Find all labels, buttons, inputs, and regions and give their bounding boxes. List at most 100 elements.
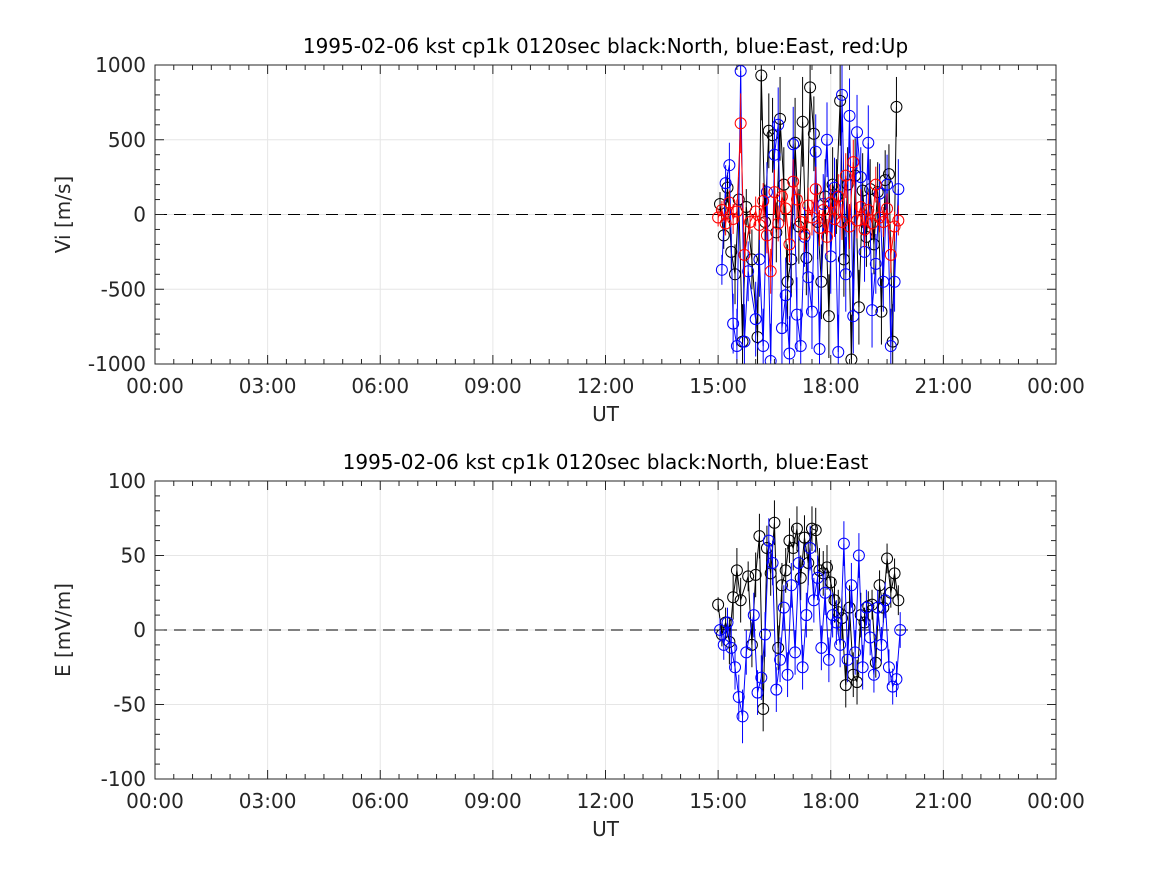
data-point: [809, 183, 822, 196]
data-point: [787, 138, 800, 151]
data-point: [715, 263, 728, 276]
data-point: [755, 69, 768, 82]
data-point: [869, 178, 882, 191]
data-point: [828, 594, 841, 607]
data-point: [727, 212, 740, 225]
data-point: [820, 230, 833, 243]
data-point: [790, 522, 803, 535]
data-point: [781, 668, 794, 681]
data-point: [881, 552, 894, 565]
data-point: [834, 94, 847, 107]
chart-title: 1995-02-06 kst cp1k 0120sec black:North,…: [303, 34, 908, 58]
data-point: [892, 214, 905, 227]
data-point: [770, 683, 783, 696]
data-point: [779, 202, 792, 215]
x-tick-label: 15:00: [689, 374, 747, 398]
x-tick-label: 12:00: [577, 789, 635, 813]
data-point: [813, 343, 826, 356]
data-point: [822, 310, 835, 323]
data-point: [796, 115, 809, 128]
data-point: [822, 653, 835, 666]
data-point: [719, 217, 732, 230]
x-tick-label: 21:00: [915, 374, 973, 398]
data-point: [757, 340, 770, 353]
data-point: [723, 159, 736, 172]
data-point: [888, 567, 901, 580]
data-point: [796, 661, 809, 674]
data-point: [751, 686, 764, 699]
chart-panel-2: 00:00 03:00 06:00 09:00 12:00 15:00 18:00 21:00…: [51, 450, 1085, 841]
data-point: [804, 542, 817, 555]
data-point: [828, 212, 841, 225]
data-point: [727, 591, 740, 604]
data-point: [830, 616, 843, 629]
data-point: [790, 308, 803, 321]
data-point: [714, 624, 727, 636]
chart-title: 1995-02-06 kst cp1k 0120sec black:North,…: [343, 450, 869, 474]
data-point: [856, 184, 869, 197]
data-point: [881, 202, 894, 215]
data-layer: [712, 500, 907, 744]
data-point: [839, 268, 852, 281]
x-tick-label: 18:00: [802, 789, 860, 813]
chart-panel-1: 00:00 03:00 06:00 09:00 12:00 15:00 18:00 21:00…: [51, 34, 1085, 426]
data-point: [766, 556, 779, 569]
data-point: [770, 226, 783, 239]
data-point: [725, 641, 738, 654]
data-point: [807, 594, 820, 607]
data-point: [723, 196, 736, 209]
data-point: [777, 601, 790, 614]
x-tick-label: 03:00: [239, 789, 297, 813]
data-point: [811, 571, 824, 584]
data-point: [759, 628, 772, 641]
data-point: [774, 653, 787, 666]
data-point: [847, 310, 860, 323]
data-point: [760, 229, 773, 242]
series-east: [714, 518, 907, 744]
data-point: [729, 661, 742, 674]
data-point: [712, 598, 725, 611]
data-point: [764, 355, 777, 364]
data-point: [894, 624, 907, 636]
data-point: [762, 534, 775, 547]
data-point: [794, 340, 807, 353]
data-point: [738, 335, 751, 348]
data-point: [783, 347, 796, 360]
data-point: [862, 204, 875, 217]
data-point: [772, 217, 785, 230]
data-point: [749, 313, 762, 326]
data-point: [789, 136, 802, 149]
data-point: [884, 340, 897, 353]
data-point: [717, 638, 730, 651]
data-point: [802, 271, 815, 284]
data-point: [832, 346, 845, 359]
data-point: [843, 109, 856, 122]
data-point: [747, 609, 760, 622]
data-point: [805, 305, 818, 318]
data-point: [871, 601, 884, 614]
x-tick-label: 00:00: [1027, 374, 1085, 398]
data-point: [712, 211, 725, 224]
data-point: [890, 673, 903, 686]
data-point: [772, 641, 785, 654]
x-tick-label: 00:00: [1027, 789, 1085, 813]
series-up: [712, 93, 905, 294]
x-tick-label: 06:00: [351, 374, 409, 398]
data-point: [738, 248, 751, 261]
data-point: [875, 638, 888, 651]
y-tick-label: 100: [108, 469, 146, 493]
data-point: [884, 248, 897, 261]
data-point: [836, 88, 849, 101]
data-point: [890, 100, 903, 113]
data-point: [794, 571, 807, 584]
data-point: [730, 564, 743, 577]
data-point: [826, 609, 839, 622]
x-tick-label: 21:00: [915, 789, 973, 813]
x-tick-label: 09:00: [464, 789, 522, 813]
data-point: [736, 710, 749, 723]
data-point: [839, 679, 852, 692]
y-tick-label: -1000: [88, 352, 146, 376]
data-point: [779, 289, 792, 302]
data-point: [804, 81, 817, 94]
data-point: [864, 631, 877, 644]
